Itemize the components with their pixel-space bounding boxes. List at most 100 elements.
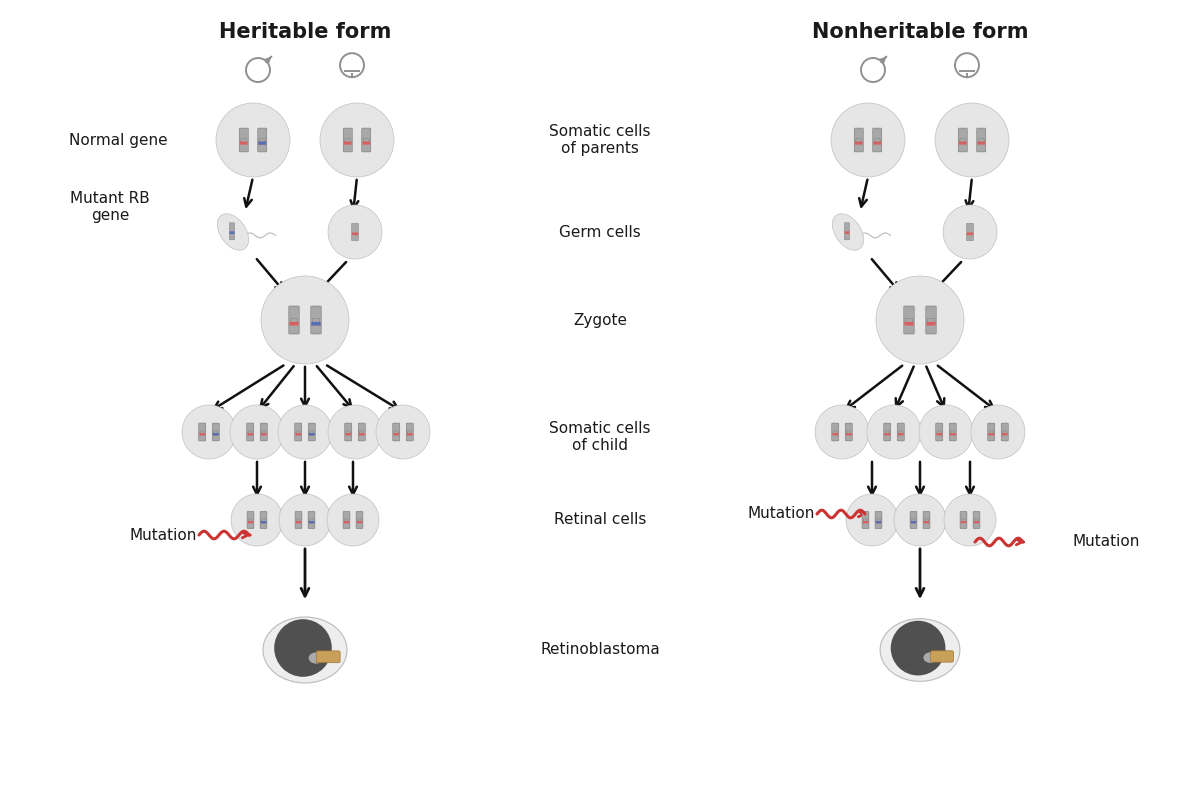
FancyBboxPatch shape [989, 431, 994, 433]
FancyBboxPatch shape [898, 433, 904, 436]
FancyBboxPatch shape [846, 431, 851, 433]
FancyBboxPatch shape [290, 318, 298, 322]
Circle shape [971, 405, 1025, 459]
FancyBboxPatch shape [356, 512, 362, 528]
FancyBboxPatch shape [910, 512, 917, 528]
Text: Retinoblastoma: Retinoblastoma [540, 642, 660, 657]
FancyBboxPatch shape [344, 519, 349, 522]
FancyBboxPatch shape [258, 142, 266, 145]
FancyBboxPatch shape [973, 521, 979, 524]
Text: Somatic cells
of child: Somatic cells of child [550, 421, 650, 453]
FancyBboxPatch shape [260, 521, 266, 524]
FancyBboxPatch shape [352, 223, 359, 241]
FancyBboxPatch shape [863, 521, 869, 524]
FancyBboxPatch shape [344, 139, 350, 142]
Circle shape [894, 494, 946, 546]
FancyBboxPatch shape [364, 139, 370, 142]
FancyBboxPatch shape [845, 423, 852, 441]
FancyBboxPatch shape [886, 431, 889, 433]
FancyBboxPatch shape [845, 223, 850, 240]
FancyBboxPatch shape [960, 139, 966, 142]
FancyBboxPatch shape [961, 519, 966, 522]
FancyBboxPatch shape [344, 142, 352, 145]
FancyBboxPatch shape [926, 322, 936, 326]
FancyBboxPatch shape [296, 431, 300, 433]
FancyBboxPatch shape [959, 142, 967, 145]
Text: Mutation: Mutation [130, 527, 197, 543]
Ellipse shape [263, 617, 347, 683]
Circle shape [944, 494, 996, 546]
FancyBboxPatch shape [247, 433, 253, 436]
FancyBboxPatch shape [212, 433, 218, 436]
Ellipse shape [924, 653, 938, 663]
FancyBboxPatch shape [977, 128, 985, 152]
FancyBboxPatch shape [876, 521, 881, 524]
FancyBboxPatch shape [899, 431, 902, 433]
FancyBboxPatch shape [906, 318, 912, 322]
FancyBboxPatch shape [344, 423, 352, 441]
FancyBboxPatch shape [950, 433, 955, 436]
FancyBboxPatch shape [343, 521, 349, 524]
Circle shape [935, 103, 1009, 177]
FancyBboxPatch shape [904, 306, 914, 334]
FancyBboxPatch shape [258, 128, 266, 152]
FancyBboxPatch shape [200, 431, 204, 433]
FancyBboxPatch shape [924, 521, 929, 524]
Circle shape [216, 103, 290, 177]
Circle shape [278, 494, 331, 546]
FancyBboxPatch shape [949, 423, 956, 441]
FancyBboxPatch shape [863, 519, 868, 522]
Circle shape [230, 405, 284, 459]
Circle shape [846, 494, 898, 546]
FancyBboxPatch shape [199, 433, 205, 436]
FancyBboxPatch shape [295, 433, 301, 436]
Circle shape [815, 405, 869, 459]
FancyBboxPatch shape [346, 433, 352, 436]
FancyBboxPatch shape [295, 423, 301, 441]
FancyBboxPatch shape [854, 128, 863, 152]
FancyBboxPatch shape [262, 431, 266, 433]
FancyBboxPatch shape [296, 519, 301, 522]
FancyBboxPatch shape [199, 423, 205, 441]
Text: Retinal cells: Retinal cells [554, 512, 646, 527]
FancyBboxPatch shape [854, 142, 863, 145]
FancyBboxPatch shape [247, 423, 253, 441]
FancyBboxPatch shape [832, 423, 839, 441]
Ellipse shape [217, 214, 248, 250]
Circle shape [376, 405, 430, 459]
FancyBboxPatch shape [214, 431, 218, 433]
FancyBboxPatch shape [260, 433, 266, 436]
FancyBboxPatch shape [343, 128, 353, 152]
Text: Mutation: Mutation [1072, 535, 1139, 550]
Circle shape [328, 405, 382, 459]
FancyBboxPatch shape [1001, 423, 1008, 441]
FancyBboxPatch shape [308, 423, 316, 441]
Ellipse shape [308, 653, 324, 664]
FancyBboxPatch shape [936, 423, 943, 441]
FancyBboxPatch shape [846, 433, 852, 436]
FancyBboxPatch shape [229, 223, 234, 240]
Circle shape [830, 103, 905, 177]
FancyBboxPatch shape [926, 306, 936, 334]
Circle shape [328, 205, 382, 259]
FancyBboxPatch shape [911, 519, 916, 522]
FancyBboxPatch shape [977, 142, 985, 145]
FancyBboxPatch shape [247, 521, 253, 524]
FancyBboxPatch shape [911, 521, 917, 524]
FancyBboxPatch shape [883, 423, 890, 441]
Text: Mutant RB
gene: Mutant RB gene [70, 191, 150, 223]
FancyBboxPatch shape [966, 223, 973, 241]
FancyBboxPatch shape [310, 431, 314, 433]
FancyBboxPatch shape [241, 139, 247, 142]
Text: Heritable form: Heritable form [218, 22, 391, 42]
FancyBboxPatch shape [905, 322, 913, 326]
FancyBboxPatch shape [356, 521, 362, 524]
FancyBboxPatch shape [360, 431, 364, 433]
FancyBboxPatch shape [928, 318, 935, 322]
FancyBboxPatch shape [308, 512, 314, 528]
FancyBboxPatch shape [359, 423, 365, 441]
Circle shape [919, 405, 973, 459]
FancyBboxPatch shape [960, 512, 967, 528]
FancyBboxPatch shape [259, 139, 265, 142]
FancyBboxPatch shape [229, 231, 234, 234]
